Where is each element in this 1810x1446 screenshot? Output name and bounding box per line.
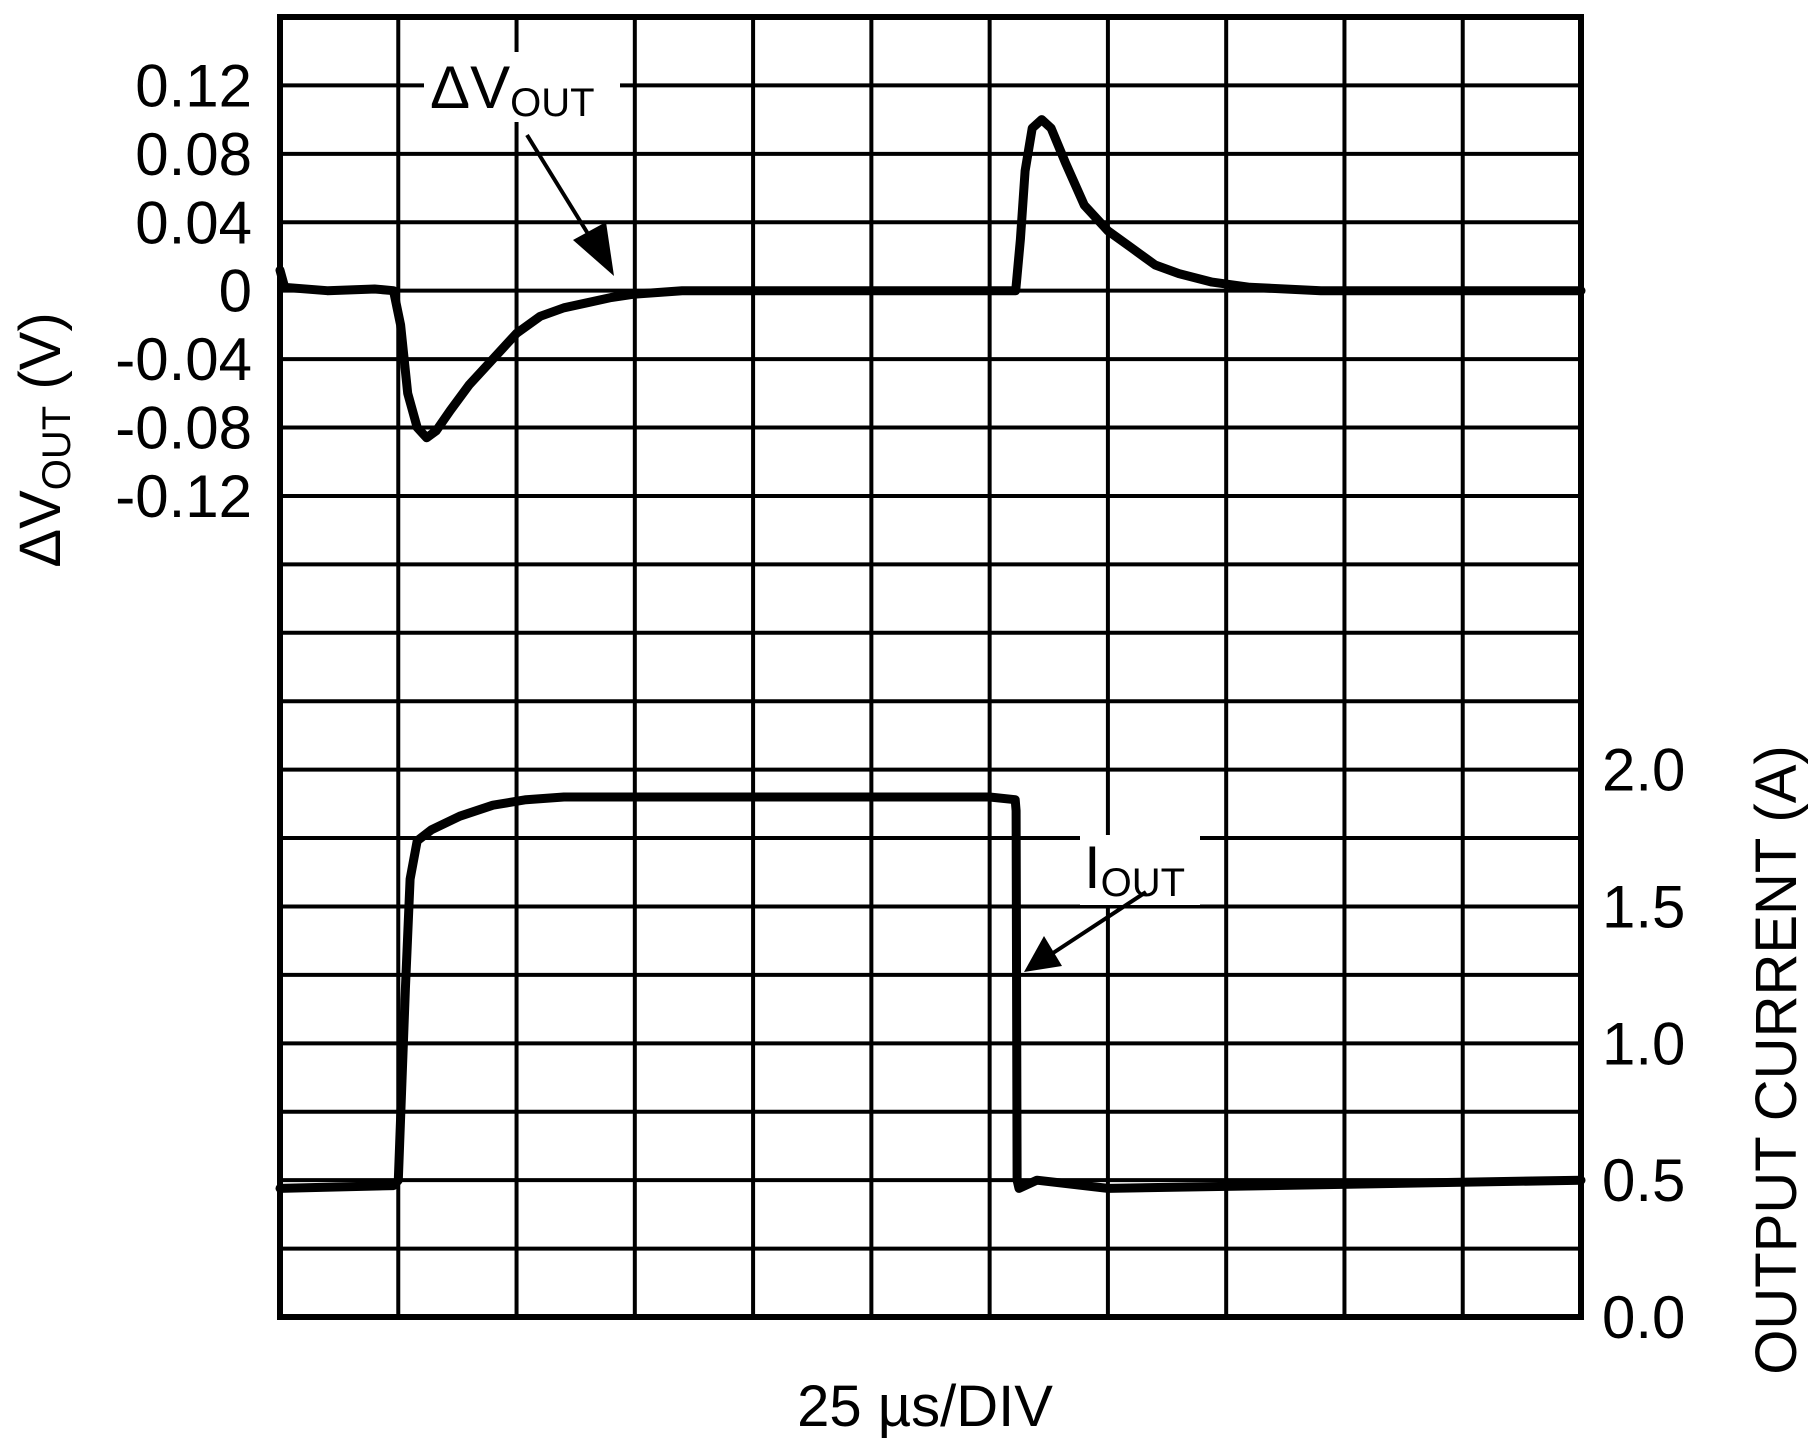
grid <box>280 17 1581 1317</box>
delta-vout-annotation: ΔVOUT <box>424 52 620 276</box>
iout-annotation: IOUT <box>1024 834 1200 972</box>
left-tick-label: 0.04 <box>135 189 252 256</box>
right-tick-label: 0.0 <box>1602 1284 1685 1351</box>
arrow-head <box>573 222 614 276</box>
right-tick-labels: 2.0 1.5 1.0 0.5 0.0 <box>1602 737 1685 1351</box>
left-tick-label: 0.12 <box>135 52 252 119</box>
right-tick-label: 1.5 <box>1602 873 1685 940</box>
left-tick-label: 0 <box>219 258 252 325</box>
left-tick-label: -0.08 <box>115 395 252 462</box>
arrow-head <box>1024 936 1062 972</box>
svg-text:ΔVOUT: ΔVOUT <box>430 54 595 125</box>
svg-text:IOUT: IOUT <box>1084 834 1185 905</box>
left-axis-title: ΔVOUT (V) <box>8 312 79 567</box>
left-tick-label: -0.12 <box>115 463 252 530</box>
left-tick-label: 0.08 <box>135 121 252 188</box>
right-tick-label: 1.0 <box>1602 1010 1685 1077</box>
left-tick-labels: 0.120.080.040-0.04-0.08-0.12 <box>115 52 252 530</box>
plot-border <box>277 14 1584 1320</box>
iout-trace <box>275 792 1586 1193</box>
x-axis-title: 25 µs/DIV <box>797 1374 1053 1439</box>
delta-vout-trace <box>275 115 1586 443</box>
left-tick-label: -0.04 <box>115 326 252 393</box>
right-axis-title: OUTPUT CURRENT (A) <box>1744 745 1809 1374</box>
right-tick-label: 2.0 <box>1602 737 1685 804</box>
traces <box>275 115 1586 1193</box>
right-tick-label: 0.5 <box>1602 1147 1685 1214</box>
